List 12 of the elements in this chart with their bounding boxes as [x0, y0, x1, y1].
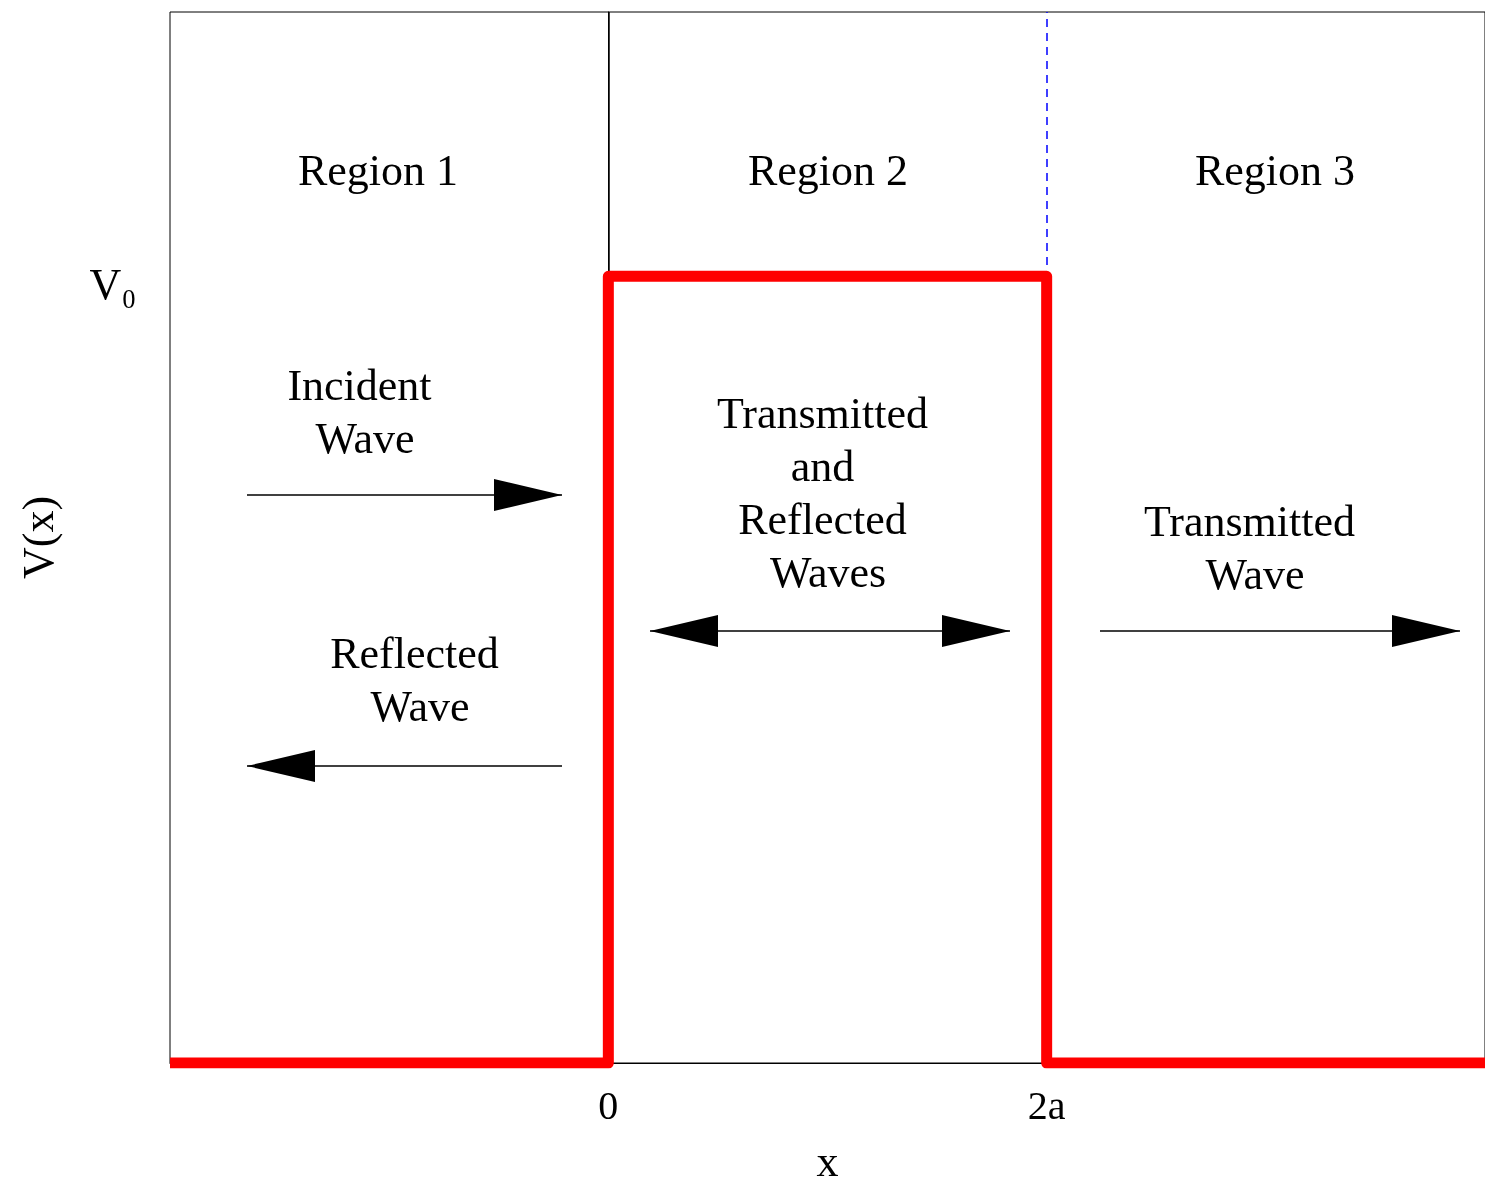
annotation: Transmitted Wave: [1143, 497, 1367, 599]
text: V₀: [89, 259, 137, 309]
x-tick-label: 0: [598, 1082, 619, 1128]
x-tick-label: 2a: [1027, 1082, 1066, 1128]
text: Region 1: [297, 145, 459, 195]
annotation: Reflected Wave: [330, 629, 510, 731]
annotation: Incident Wave: [287, 361, 443, 463]
y-axis-title: V(x): [13, 495, 63, 580]
annotation: Transmitted and Reflected Waves: [716, 389, 940, 597]
text: Region 3: [1194, 145, 1356, 195]
text: Region 2: [747, 145, 909, 195]
x-axis-title: x: [816, 1136, 839, 1186]
